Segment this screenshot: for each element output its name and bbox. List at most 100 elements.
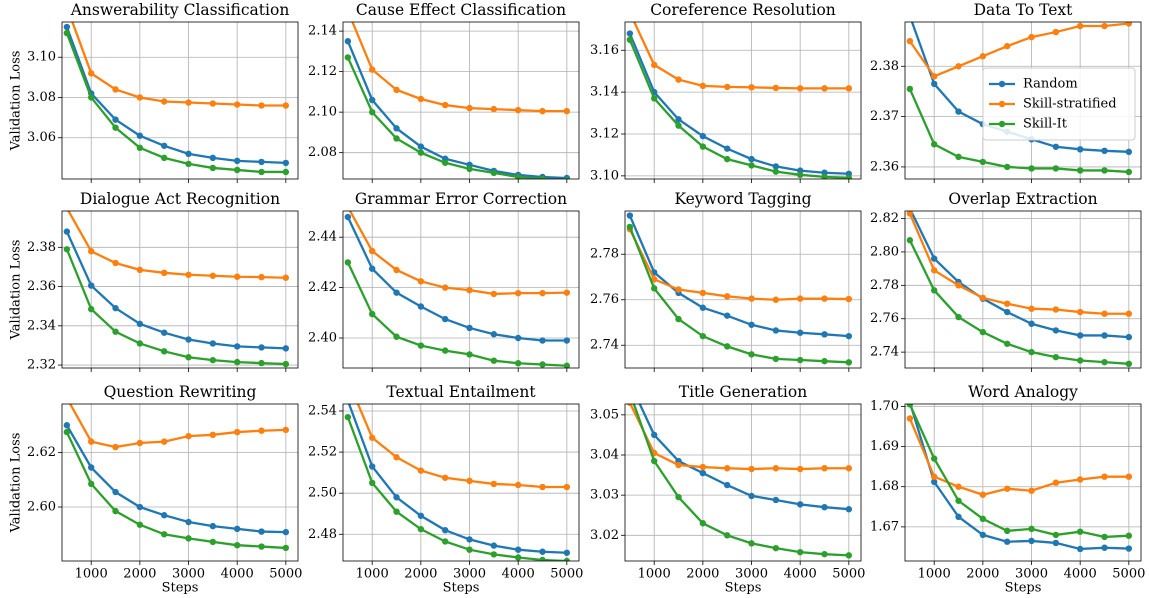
point xyxy=(699,463,707,471)
point xyxy=(441,315,449,323)
series-line xyxy=(68,404,286,449)
point xyxy=(393,289,400,296)
point xyxy=(466,546,473,553)
point xyxy=(1052,531,1060,539)
series-line xyxy=(65,26,286,165)
x-tick-label: 1000 xyxy=(356,567,389,582)
point xyxy=(1101,473,1108,480)
point xyxy=(185,518,192,526)
point xyxy=(845,506,853,513)
point xyxy=(1125,545,1133,552)
point xyxy=(112,443,119,451)
point xyxy=(136,94,144,101)
point xyxy=(539,361,546,368)
point xyxy=(233,525,241,533)
point xyxy=(723,145,731,152)
point xyxy=(627,390,633,396)
point xyxy=(514,554,522,561)
point xyxy=(772,327,780,334)
point xyxy=(1076,22,1084,30)
point xyxy=(368,310,376,318)
y-tick-label: 3.10 xyxy=(590,168,619,183)
point xyxy=(1052,165,1060,172)
point xyxy=(1028,165,1035,172)
series-line xyxy=(348,211,567,296)
point xyxy=(627,380,633,386)
point xyxy=(136,439,144,447)
x-axis-label: Steps xyxy=(443,581,480,596)
point xyxy=(87,464,95,471)
point xyxy=(1003,163,1011,171)
point xyxy=(772,163,780,170)
point xyxy=(514,334,522,342)
point xyxy=(796,465,804,473)
point xyxy=(345,377,351,383)
point xyxy=(675,116,682,123)
point xyxy=(185,432,192,440)
point xyxy=(112,488,119,496)
series-line xyxy=(347,404,567,554)
point xyxy=(233,541,241,549)
point xyxy=(772,465,780,472)
point xyxy=(160,98,168,105)
point xyxy=(748,465,755,473)
panel-title: Keyword Tagging xyxy=(674,190,811,208)
point xyxy=(209,522,217,530)
point xyxy=(1003,527,1011,535)
plot-frame xyxy=(61,21,299,180)
point xyxy=(368,108,376,116)
point xyxy=(906,85,914,93)
point xyxy=(136,266,144,274)
point xyxy=(955,513,962,521)
point xyxy=(845,174,853,179)
point xyxy=(675,461,682,469)
point xyxy=(368,247,376,255)
point xyxy=(955,313,962,321)
point xyxy=(723,312,731,319)
series-line xyxy=(71,22,286,107)
plot-area xyxy=(626,212,853,366)
series-line xyxy=(351,22,567,113)
point xyxy=(979,515,987,523)
y-tick-label: 3.05 xyxy=(590,407,619,422)
point xyxy=(466,477,473,485)
point xyxy=(1125,333,1133,341)
point xyxy=(699,289,707,297)
point xyxy=(368,265,376,272)
y-tick-label: 2.54 xyxy=(308,403,337,418)
point xyxy=(233,428,241,436)
series-line xyxy=(908,239,1129,365)
y-tick-label: 3.16 xyxy=(590,43,619,58)
point xyxy=(772,355,780,363)
point xyxy=(112,507,119,515)
panel-title: Question Rewriting xyxy=(104,383,257,401)
point xyxy=(233,273,241,280)
plot-area xyxy=(63,404,290,552)
point xyxy=(1125,473,1133,480)
point xyxy=(87,282,95,289)
point xyxy=(417,278,425,285)
series-line xyxy=(629,404,849,471)
point xyxy=(136,503,144,511)
point xyxy=(626,404,633,406)
point xyxy=(393,333,400,340)
point xyxy=(417,149,425,156)
legend-marker xyxy=(998,100,1006,108)
plot-area xyxy=(63,22,290,176)
plot-area xyxy=(344,211,571,368)
point xyxy=(723,293,731,300)
point xyxy=(1125,168,1133,176)
point xyxy=(514,360,522,367)
point xyxy=(699,82,707,90)
point xyxy=(209,272,217,279)
point xyxy=(1101,533,1108,541)
point xyxy=(345,398,351,404)
point xyxy=(650,431,658,439)
point xyxy=(466,286,473,294)
y-tick-label: 3.04 xyxy=(590,447,619,462)
y-tick-label: 2.12 xyxy=(308,64,337,79)
point xyxy=(185,535,192,542)
series-line xyxy=(638,404,849,511)
y-tick-label: 3.10 xyxy=(27,50,56,65)
point xyxy=(626,212,634,219)
